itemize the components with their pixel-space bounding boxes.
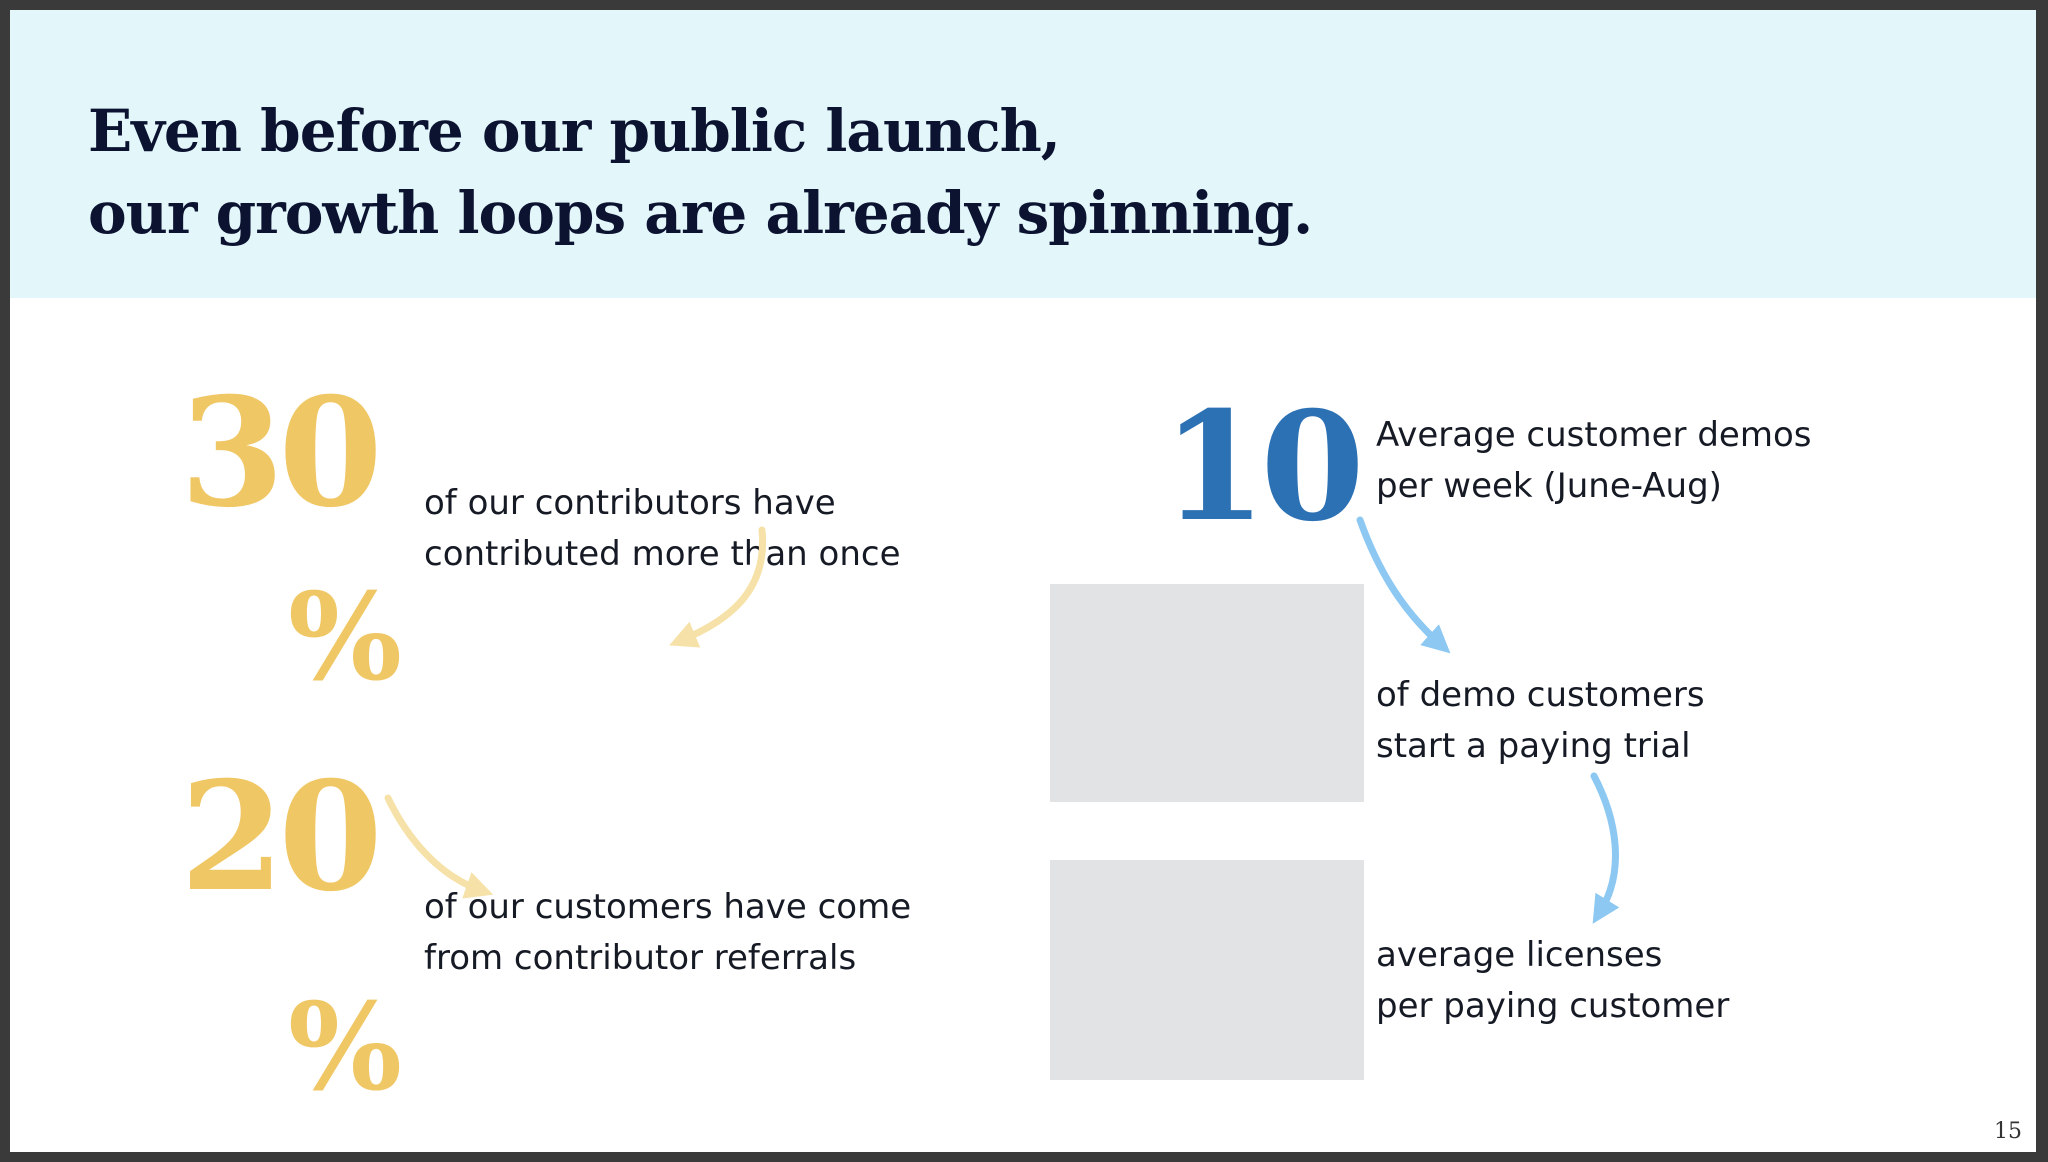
- stat-demos-line-2: per week (June-Aug): [1376, 466, 1722, 506]
- stat-licenses-text: average licenses per paying customer: [1376, 930, 1729, 1032]
- stat-referrals-text: of our customers have come from contribu…: [424, 882, 911, 984]
- curved-arrow-icon: [1590, 772, 1620, 924]
- stat-trial-text: of demo customers start a paying trial: [1376, 670, 1705, 772]
- stat-contributors-text: of our contributors have contributed mor…: [424, 478, 900, 580]
- stat-referrals-line-1: of our customers have come: [424, 887, 912, 927]
- stat-referrals-line-2: from contributor referrals: [424, 938, 857, 978]
- stat-trial-line-2: start a paying trial: [1376, 726, 1691, 766]
- title-banner: Even before our public launch, our growt…: [10, 10, 2036, 298]
- page-number: 15: [1994, 1119, 2022, 1144]
- curved-arrow-icon: [669, 526, 767, 648]
- stat-contributors-number: 30: [180, 365, 383, 541]
- title-line-2: our growth loops are already spinning.: [88, 179, 1313, 247]
- stat-contributors-line-2: contributed more than once: [424, 534, 901, 574]
- slide: Even before our public launch, our growt…: [10, 10, 2036, 1152]
- stat-referrals-number: 20: [180, 749, 383, 925]
- flow-arrows: [384, 516, 1620, 924]
- stat-trial-line-1: of demo customers: [1376, 675, 1705, 715]
- slide-title: Even before our public launch, our growt…: [88, 90, 1313, 254]
- stat-contributors-line-1: of our contributors have: [424, 483, 836, 523]
- stat-demos-text: Average customer demos per week (June-Au…: [1376, 410, 1811, 512]
- title-line-1: Even before our public launch,: [88, 97, 1061, 165]
- stat-demos-line-1: Average customer demos: [1376, 415, 1812, 455]
- stat-contributors-percent: %: [288, 567, 403, 708]
- stat-licenses-line-2: per paying customer: [1376, 986, 1730, 1026]
- stat-demos-number: 10: [1162, 379, 1365, 555]
- curved-arrow-icon: [384, 794, 494, 899]
- stat-referrals-percent: %: [288, 977, 403, 1118]
- stat-licenses-line-1: average licenses: [1376, 935, 1663, 975]
- redacted-number-placeholder: [1050, 860, 1364, 1080]
- redacted-number-placeholder: [1050, 584, 1364, 802]
- curved-arrow-icon: [1356, 516, 1451, 654]
